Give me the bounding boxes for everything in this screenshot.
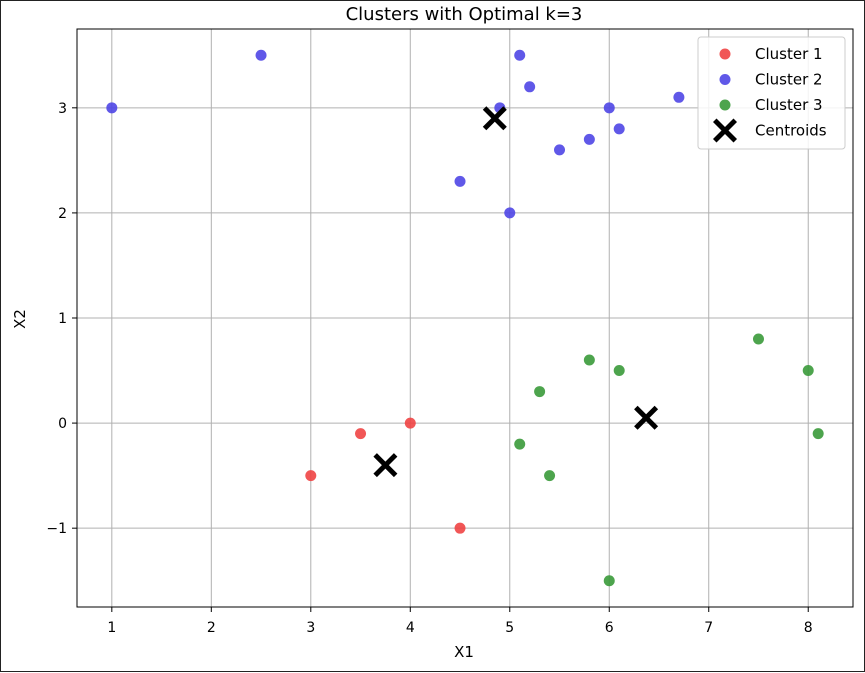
x-tick-label: 1	[107, 620, 116, 636]
cluster-3-point	[544, 470, 556, 482]
cluster-1-point	[305, 470, 317, 482]
cluster-2-point	[514, 49, 526, 61]
cluster-2-point	[106, 102, 118, 114]
cluster-3-point	[613, 365, 625, 377]
legend: Cluster 1 Cluster 2 Cluster 3 Centroids	[697, 36, 846, 150]
data-points	[106, 49, 824, 587]
y-axis-ticks: −1 0 1 2 3	[46, 101, 77, 537]
cluster-2-point	[673, 91, 685, 103]
cluster-2-point	[454, 175, 466, 187]
cluster-3-point	[802, 365, 814, 377]
chart-title: Clusters with Optimal k=3	[346, 4, 583, 25]
x-tick-label: 8	[804, 620, 813, 636]
cluster-1-point	[404, 417, 416, 429]
cluster-2-point	[583, 133, 595, 145]
legend-marker-cluster-1	[719, 48, 731, 60]
y-tick-label: 0	[58, 416, 67, 432]
x-axis-ticks: 1 2 3 4 5 6 7 8	[107, 607, 813, 636]
cluster-3-point	[603, 575, 615, 587]
legend-marker-centroids	[713, 118, 737, 143]
x-axis-label: X1	[454, 643, 474, 661]
cluster-2-point	[613, 123, 625, 135]
cluster-3-point	[812, 428, 824, 440]
legend-label-cluster-2: Cluster 2	[755, 71, 823, 89]
legend-label-centroids: Centroids	[755, 122, 827, 140]
y-tick-label: −1	[46, 521, 67, 537]
x-tick-label: 4	[406, 620, 415, 636]
cluster-2-point	[603, 102, 615, 114]
cluster-1-point	[454, 522, 466, 534]
x-tick-label: 2	[207, 620, 216, 636]
centroids-marker	[634, 405, 659, 430]
y-tick-label: 3	[58, 101, 67, 117]
cluster-2-point	[255, 49, 267, 61]
legend-marker-cluster-3	[719, 99, 731, 111]
cluster-2-point	[554, 144, 566, 156]
cluster-3-point	[514, 438, 526, 450]
cluster-1-point	[355, 428, 367, 440]
y-axis-label: X2	[11, 309, 29, 329]
legend-label-cluster-1: Cluster 1	[755, 45, 823, 63]
x-tick-label: 6	[605, 620, 614, 636]
x-tick-label: 3	[306, 620, 315, 636]
centroids-marker	[482, 106, 507, 131]
y-tick-label: 2	[58, 206, 67, 222]
y-tick-label: 1	[58, 311, 67, 327]
legend-marker-cluster-2	[719, 74, 731, 85]
centroids-marker	[373, 453, 398, 478]
x-tick-label: 5	[505, 620, 514, 636]
cluster-3-point	[534, 386, 546, 398]
cluster-3-point	[583, 354, 595, 366]
cluster-2-point	[524, 81, 536, 93]
legend-label-cluster-3: Cluster 3	[755, 96, 823, 114]
cluster-2-point	[504, 207, 516, 219]
cluster-3-point	[752, 333, 764, 345]
x-tick-label: 7	[704, 620, 713, 636]
